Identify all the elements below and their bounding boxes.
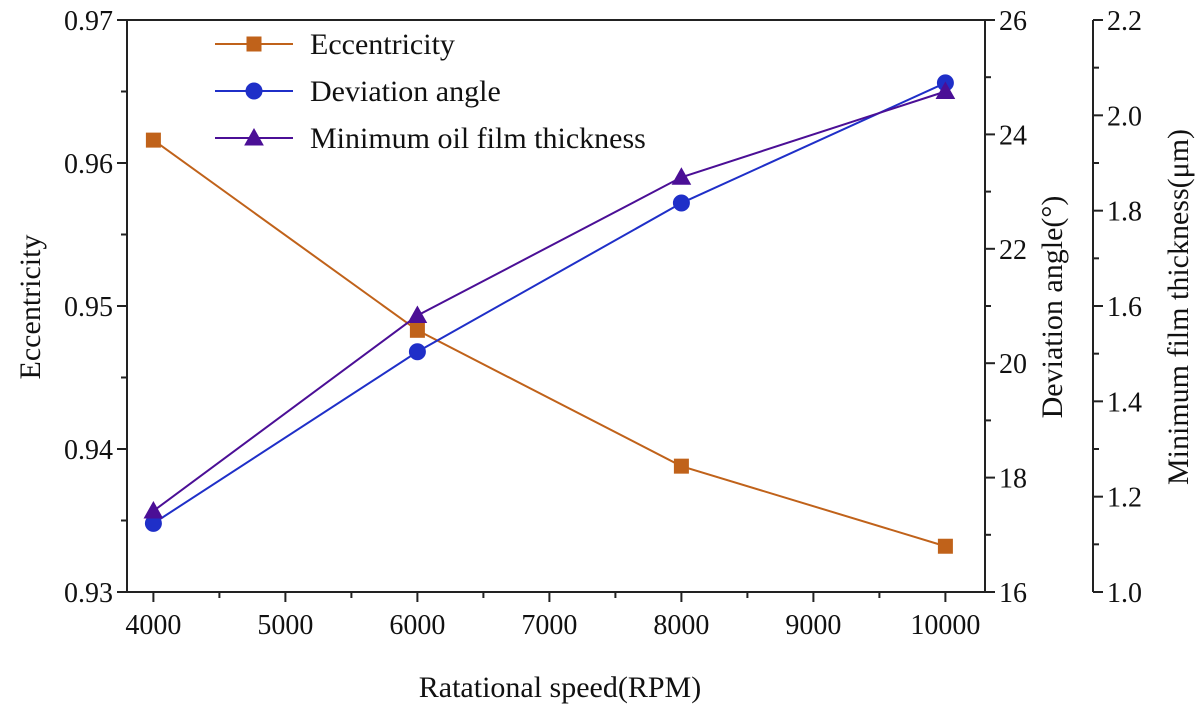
right2-tick-label: 2.2 (1107, 6, 1142, 37)
legend-label: Eccentricity (310, 28, 455, 61)
x-tick-label: 5000 (257, 610, 313, 641)
data-point (143, 500, 164, 519)
legend-item: Eccentricity (215, 28, 455, 61)
x-axis-title: Ratational speed(RPM) (419, 671, 701, 704)
left-tick-label: 0.97 (64, 6, 113, 37)
legend-marker (244, 127, 264, 146)
right2-tick-label: 1.0 (1107, 578, 1142, 609)
left-tick-label: 0.93 (64, 578, 113, 609)
x-tick-label: 7000 (521, 610, 577, 641)
left-tick-label: 0.94 (64, 435, 113, 466)
right1-tick-label: 26 (999, 6, 1027, 37)
x-tick-label: 4000 (125, 610, 181, 641)
right1-tick-label: 16 (999, 578, 1027, 609)
right2-tick-label: 1.8 (1107, 197, 1142, 228)
data-point (145, 132, 161, 148)
series-eccentricity (145, 132, 953, 554)
data-point (409, 322, 425, 338)
x-tick-label: 9000 (785, 610, 841, 641)
axis-ticks: 4000 5000 6000 7000 8000 9000 10000 0.93 0.94 0.9… (64, 6, 1142, 641)
data-point (671, 167, 692, 185)
right1-tick-label: 22 (999, 235, 1027, 266)
right1-axis-title: Deviation angle(°) (1036, 196, 1069, 419)
right2-tick-label: 1.2 (1107, 483, 1142, 514)
right1-tick-label: 24 (999, 120, 1027, 151)
x-tick-label: 10000 (910, 610, 980, 641)
data-point (937, 538, 953, 554)
x-tick-label: 6000 (389, 610, 445, 641)
legend-marker (246, 36, 262, 52)
plot-frame (126, 19, 1094, 593)
right2-axis-title: Minimum film thickness(μm) (1162, 129, 1195, 485)
legend: Eccentricity Deviation angle Minimum oil f… (215, 28, 646, 155)
left-axis-title: Eccentricity (14, 235, 47, 380)
data-point (407, 305, 428, 324)
data-point (935, 81, 956, 99)
legend-item: Deviation angle (215, 75, 501, 108)
right1-tick-label: 20 (999, 349, 1027, 380)
right2-tick-label: 1.6 (1107, 292, 1142, 323)
series-line (152, 90, 946, 512)
right2-tick-label: 1.4 (1107, 387, 1142, 418)
right1-tick-label: 18 (999, 464, 1027, 495)
legend-item: Minimum oil film thickness (215, 122, 646, 155)
left-tick-label: 0.95 (64, 292, 113, 323)
series-line (152, 82, 946, 525)
legend-marker (245, 82, 263, 100)
legend-label: Minimum oil film thickness (310, 122, 646, 155)
series-line (152, 139, 946, 548)
left-tick-label: 0.96 (64, 149, 113, 180)
data-point (672, 194, 690, 212)
legend-label: Deviation angle (310, 75, 501, 108)
series-layer (143, 74, 956, 554)
plot-border (126, 19, 986, 593)
right2-tick-label: 2.0 (1107, 101, 1142, 132)
data-point (408, 343, 426, 361)
data-point (673, 458, 689, 474)
x-tick-label: 8000 (653, 610, 709, 641)
series-minimum-oil-film-thickness (143, 81, 956, 519)
